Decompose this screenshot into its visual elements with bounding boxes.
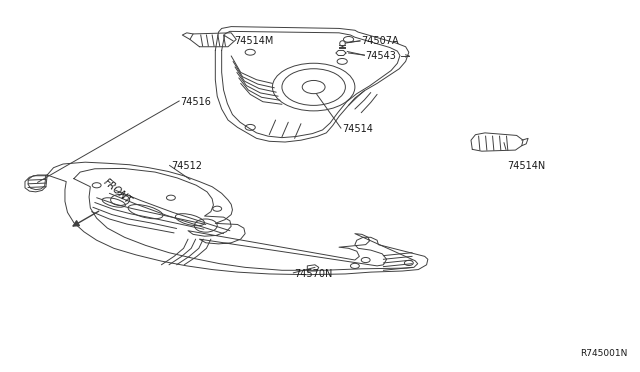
- Text: 74514M: 74514M: [234, 36, 274, 46]
- Text: R745001N: R745001N: [580, 349, 628, 358]
- Text: FRONT: FRONT: [101, 177, 133, 206]
- Text: 74516: 74516: [180, 97, 211, 107]
- Text: 74512: 74512: [171, 161, 202, 171]
- Text: 74570N: 74570N: [294, 269, 333, 279]
- Text: 74543: 74543: [365, 51, 397, 61]
- Text: 74514N: 74514N: [507, 161, 545, 171]
- Text: 74514: 74514: [342, 124, 373, 134]
- Text: 74507A: 74507A: [361, 36, 399, 46]
